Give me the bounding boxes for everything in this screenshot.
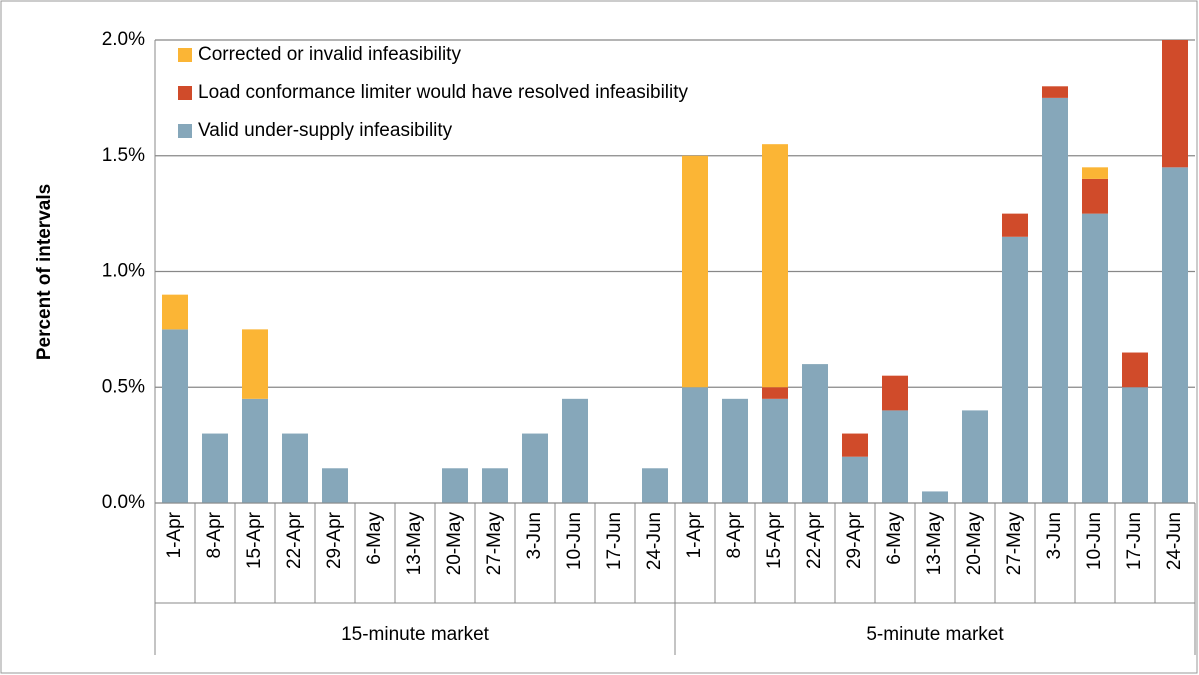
x-tick-label: 29-Apr [324,511,345,569]
bar-segment [882,375,908,411]
legend-label: Corrected or invalid infeasibility [198,44,461,65]
y-tick-label: 1.5% [102,145,145,166]
bar-segment [722,398,748,503]
y-tick-label: 1.0% [102,261,145,282]
bar-segment [1002,213,1028,237]
bar-segment [842,456,868,503]
x-tick-label: 17-Jun [604,512,625,570]
bar-segment [922,491,948,503]
bar-segment [1122,387,1148,503]
x-tick-label: 6-May [884,512,905,565]
x-tick-label: 22-Apr [804,511,825,569]
bar-segment [1162,167,1188,503]
bar-segment [242,398,268,503]
x-tick-label: 22-Apr [284,511,305,569]
legend-label: Valid under-supply infeasibility [198,120,453,141]
bar-segment [802,364,828,503]
x-tick-label: 1-Apr [684,511,705,558]
bar-segment [1082,213,1108,503]
bar-segment [162,329,188,503]
bar-segment [442,468,468,503]
group-label: 5-minute market [866,624,1004,645]
bar-segment [322,468,348,503]
bar-segment [642,468,668,503]
legend-label: Load conformance limiter would have reso… [198,82,689,103]
bar-segment [1162,40,1188,168]
bar-segment [202,433,228,503]
x-tick-label: 24-Jun [644,512,665,570]
group-label: 15-minute market [341,624,490,645]
x-tick-label: 3-Jun [1044,512,1065,560]
bar-segment [762,144,788,388]
bar-segment [1122,352,1148,388]
legend-swatch [178,124,192,138]
bar-segment [282,433,308,503]
x-tick-label: 29-Apr [844,511,865,569]
y-tick-label: 2.0% [102,29,145,50]
bar-segment [522,433,548,503]
x-tick-label: 10-Jun [1084,512,1105,570]
bar-segment [682,155,708,388]
x-tick-label: 27-May [1004,512,1025,576]
x-tick-label: 20-May [964,512,985,576]
x-tick-label: 15-Apr [244,511,265,569]
x-tick-label: 8-Apr [724,511,745,558]
bar-segment [962,410,988,503]
x-tick-label: 10-Jun [564,512,585,570]
bar-segment [1042,86,1068,98]
bar-segment [882,410,908,503]
bar-segment [1002,236,1028,503]
x-tick-label: 6-May [364,512,385,565]
legend-swatch [178,86,192,100]
bar-segment [1082,167,1108,179]
bar-segment [842,433,868,457]
x-tick-label: 17-Jun [1124,512,1145,570]
x-tick-label: 24-Jun [1164,512,1185,570]
legend-swatch [178,48,192,62]
x-tick-label: 20-May [444,512,465,576]
bar-segment [482,468,508,503]
bar-segment [162,294,188,330]
bar-segment [242,329,268,399]
x-tick-label: 8-Apr [204,511,225,558]
x-tick-label: 27-May [484,512,505,576]
x-tick-label: 3-Jun [524,512,545,560]
x-tick-label: 13-May [924,512,945,576]
y-tick-label: 0.5% [102,376,145,397]
bar-segment [1082,178,1108,214]
x-tick-label: 1-Apr [164,511,185,558]
x-tick-label: 15-Apr [764,511,785,569]
bar-segment [762,387,788,399]
bar-segment [762,398,788,503]
x-tick-label: 13-May [404,512,425,576]
y-tick-label: 0.0% [102,492,145,513]
bar-segment [1042,97,1068,503]
bar-segment [562,398,588,503]
y-axis-label: Percent of intervals [34,184,55,360]
bar-segment [682,387,708,503]
